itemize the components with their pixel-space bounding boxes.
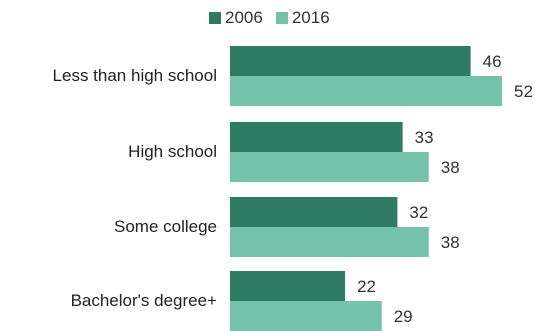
bar-some-college-2006	[230, 197, 398, 227]
data-label-some-college-2016: 38	[441, 233, 460, 252]
legend-item-2016: 2016	[275, 8, 330, 28]
category-label-less-than-high-school: Less than high school	[53, 66, 217, 85]
data-label-less-than-high-school-2006: 46	[483, 52, 502, 71]
category-label-high-school: High school	[128, 142, 217, 161]
bar-some-college-2016	[230, 227, 429, 257]
bar-bachelor-s-degree-2006	[230, 271, 346, 301]
data-label-high-school-2016: 38	[441, 158, 460, 177]
legend-label-2016: 2016	[291, 8, 330, 27]
legend-label-2006: 2006	[225, 8, 263, 27]
category-label-some-college: Some college	[114, 217, 217, 236]
data-label-some-college-2006: 32	[409, 203, 428, 222]
data-label-high-school-2006: 33	[415, 128, 434, 147]
bar-less-than-high-school-2006	[230, 46, 471, 76]
data-label-bachelor-s-degree-2006: 22	[357, 277, 376, 296]
data-label-bachelor-s-degree-2016: 29	[394, 307, 413, 326]
legend-swatch-2006	[209, 12, 221, 24]
bar-high-school-2006	[230, 122, 403, 152]
category-label-bachelor-s-degree: Bachelor's degree+	[71, 291, 217, 310]
legend-item-2006: 2006	[209, 8, 263, 28]
data-label-less-than-high-school-2016: 52	[514, 82, 533, 101]
legend: 2006 2016	[209, 8, 343, 28]
bar-less-than-high-school-2016	[230, 76, 502, 106]
bar-bachelor-s-degree-2016	[230, 301, 382, 331]
legend-swatch-2016	[275, 12, 288, 24]
bar-high-school-2016	[230, 152, 429, 182]
